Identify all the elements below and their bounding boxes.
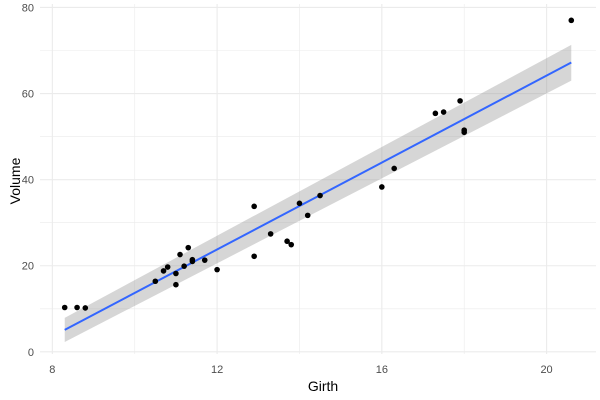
x-tick-label: 16 — [376, 364, 388, 376]
grid-major — [40, 4, 596, 354]
x-tick-label: 12 — [211, 364, 223, 376]
data-point — [61, 304, 68, 311]
data-point — [214, 266, 220, 273]
data-point — [284, 238, 290, 245]
y-tick-label: 40 — [22, 175, 34, 187]
y-tick-label: 0 — [28, 347, 34, 359]
y-tick-label: 20 — [22, 261, 34, 273]
y-tick-labels: 0 20 40 60 80 — [22, 2, 34, 358]
data-point — [317, 192, 323, 199]
y-tick-label: 60 — [22, 89, 34, 101]
data-point — [440, 109, 447, 115]
data-point — [173, 281, 179, 288]
data-point — [267, 231, 274, 237]
data-point — [181, 263, 187, 269]
data-point — [74, 304, 80, 311]
x-axis-title: Girth — [308, 378, 338, 394]
data-point — [251, 203, 257, 210]
x-tick-label: 20 — [540, 364, 552, 376]
data-point — [152, 278, 159, 285]
data-point — [296, 200, 303, 207]
data-point — [177, 251, 183, 258]
data-point — [173, 270, 179, 277]
data-point — [379, 184, 385, 190]
data-point — [160, 268, 167, 274]
data-point — [201, 257, 208, 263]
grid-minor — [40, 4, 596, 354]
data-point — [391, 165, 397, 172]
data-point — [568, 17, 575, 24]
data-point — [251, 253, 257, 260]
points-layer — [61, 17, 575, 311]
confidence-band-layer — [64, 44, 572, 342]
data-point — [288, 241, 295, 248]
y-axis-title: Volume — [7, 157, 23, 204]
data-point — [189, 256, 196, 263]
x-tick-label: 8 — [49, 364, 55, 376]
y-tick-label: 80 — [22, 2, 34, 14]
data-point — [432, 110, 439, 117]
data-point — [164, 264, 171, 270]
x-tick-labels: 8 12 16 20 — [49, 364, 552, 376]
data-point — [304, 212, 311, 219]
data-point — [82, 305, 89, 311]
confidence-band — [64, 44, 572, 342]
data-point — [457, 98, 463, 104]
data-point — [461, 129, 468, 136]
data-point — [185, 244, 192, 251]
